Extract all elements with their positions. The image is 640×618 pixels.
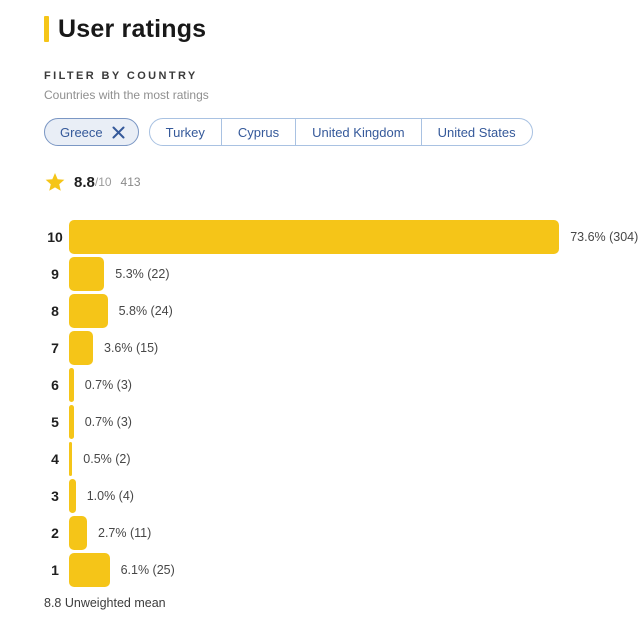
rating-value-label: 6: [51, 376, 59, 393]
rating-out-of: /10: [94, 175, 112, 189]
rating-bar-7[interactable]: [69, 330, 93, 365]
rating-value-label: 10: [47, 228, 63, 245]
rating-bar-3[interactable]: [69, 478, 76, 513]
rating-value-label: 3: [51, 487, 59, 504]
rating-percentage-label: 0.7% (3): [84, 377, 132, 392]
rating-row-4: 4 0.5% (2): [44, 440, 640, 477]
rating-row-1: 1 6.1% (25): [44, 551, 640, 588]
page-header: User ratings: [44, 14, 640, 44]
rating-bar-1[interactable]: [69, 552, 110, 587]
unweighted-mean-label: 8.8 Unweighted mean: [44, 596, 166, 610]
country-options-group: Turkey Cyprus United Kingdom United States: [148, 118, 533, 146]
rating-value-label: 2: [51, 524, 59, 541]
rating-bar-8[interactable]: [69, 293, 108, 328]
rating-value-label: 9: [51, 265, 59, 282]
selected-country-label: Greece: [60, 124, 103, 140]
selected-country-chip[interactable]: Greece: [44, 118, 139, 146]
rating-bar-5[interactable]: [69, 404, 74, 439]
rating-percentage-label: 0.5% (2): [83, 451, 131, 466]
filter-by-country-label: FILTER BY COUNTRY: [44, 70, 198, 82]
rating-bar-9[interactable]: [69, 256, 105, 291]
country-chip-united-kingdom[interactable]: United Kingdom: [295, 119, 421, 145]
rating-value-label: 8: [51, 302, 59, 319]
rating-percentage-label: 73.6% (304): [570, 229, 639, 244]
rating-percentage-label: 0.7% (3): [84, 414, 132, 429]
rating-row-6: 6 0.7% (3): [44, 366, 640, 403]
rating-percentage-label: 6.1% (25): [120, 562, 175, 577]
rating-bar-2[interactable]: [69, 515, 87, 550]
rating-bar-4[interactable]: [69, 441, 73, 476]
close-icon[interactable]: [112, 126, 125, 139]
rating-percentage-label: 3.6% (15): [104, 340, 159, 355]
page-title: User ratings: [58, 14, 207, 43]
rating-bar-6[interactable]: [69, 367, 74, 402]
rating-summary: 8.8 /10 413: [44, 170, 640, 194]
rating-row-9: 9 5.3% (22): [44, 255, 640, 292]
rating-row-3: 3 1.0% (4): [44, 477, 640, 514]
rating-row-8: 8 5.8% (24): [44, 292, 640, 329]
country-chips-row: Greece Turkey Cyprus United Kingdom United …: [44, 118, 640, 146]
rating-percentage-label: 5.8% (24): [118, 303, 173, 318]
rating-percentage-label: 5.3% (22): [115, 266, 170, 281]
filter-subtitle: Countries with the most ratings: [44, 88, 209, 102]
rating-value-label: 7: [51, 339, 59, 356]
country-chip-cyprus[interactable]: Cyprus: [220, 119, 295, 145]
rating-percentage-label: 2.7% (11): [98, 525, 152, 540]
star-icon: [44, 171, 66, 193]
rating-row-7: 7 3.6% (15): [44, 329, 640, 366]
rating-score: 8.8: [74, 173, 95, 191]
rating-votes-count: 413: [120, 175, 141, 189]
country-chip-united-states[interactable]: United States: [420, 119, 532, 145]
rating-value-label: 1: [51, 561, 59, 578]
rating-row-5: 5 0.7% (3): [44, 403, 640, 440]
rating-value-label: 5: [51, 413, 59, 430]
rating-bar-10[interactable]: [69, 219, 560, 254]
rating-row-2: 2 2.7% (11): [44, 514, 640, 551]
rating-value-label: 4: [51, 450, 59, 467]
rating-row-10: 10 73.6% (304): [44, 218, 640, 255]
rating-percentage-label: 1.0% (4): [86, 488, 134, 503]
country-chip-turkey[interactable]: Turkey: [150, 119, 221, 145]
ratings-histogram: 10 73.6% (304) 9 5.3% (22) 8 5.8% (24) 7 3.6% (…: [44, 218, 640, 588]
title-accent-bar: [44, 16, 49, 42]
